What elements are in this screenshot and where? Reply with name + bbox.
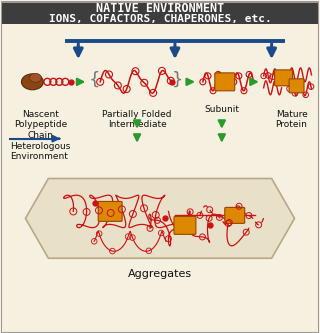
- Text: Aggregates: Aggregates: [128, 269, 192, 279]
- FancyBboxPatch shape: [174, 216, 196, 234]
- Ellipse shape: [21, 74, 44, 90]
- Text: Subunit: Subunit: [204, 105, 239, 114]
- Text: {: {: [88, 71, 100, 89]
- Text: NATIVE ENVIRONMENT: NATIVE ENVIRONMENT: [96, 2, 224, 15]
- FancyBboxPatch shape: [215, 73, 235, 91]
- Text: Heterologous
Environment: Heterologous Environment: [11, 142, 71, 161]
- FancyBboxPatch shape: [275, 70, 292, 86]
- Text: Partially Folded
Intermediate: Partially Folded Intermediate: [102, 110, 172, 129]
- FancyBboxPatch shape: [98, 201, 122, 221]
- Text: IONS, COFACTORS, CHAPERONES, etc.: IONS, COFACTORS, CHAPERONES, etc.: [49, 14, 271, 24]
- Text: Nascent
Polypeptide
Chain: Nascent Polypeptide Chain: [14, 110, 67, 140]
- FancyBboxPatch shape: [289, 79, 304, 93]
- Text: Mature
Protein: Mature Protein: [276, 110, 308, 129]
- FancyBboxPatch shape: [225, 207, 245, 223]
- Ellipse shape: [29, 73, 41, 82]
- Bar: [1, 1, 319, 24]
- Polygon shape: [26, 178, 294, 258]
- Text: }: }: [172, 71, 184, 89]
